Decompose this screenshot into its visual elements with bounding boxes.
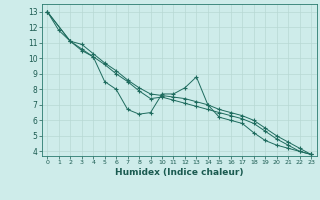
X-axis label: Humidex (Indice chaleur): Humidex (Indice chaleur) (115, 168, 244, 177)
